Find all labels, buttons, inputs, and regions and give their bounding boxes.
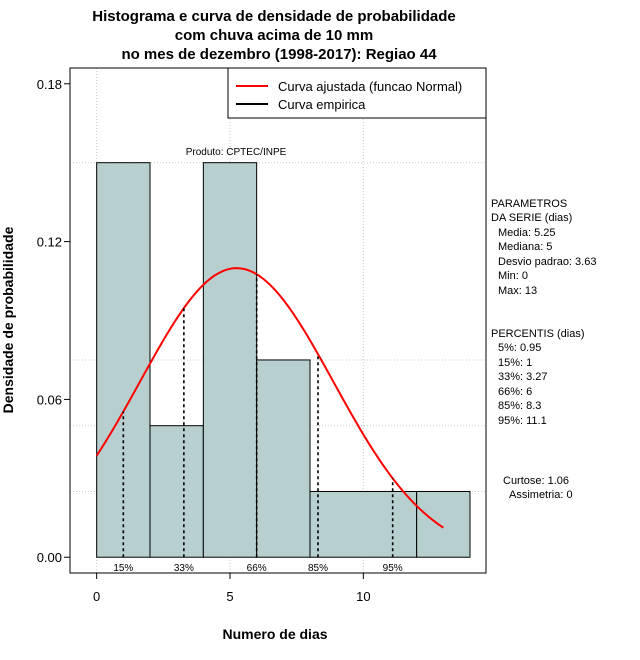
histogram-bar-1 (149, 425, 204, 558)
histogram-bar-3 (256, 359, 311, 558)
percentil-33: 33%: 3.27 (498, 371, 548, 383)
histogram-bar-5 (416, 490, 471, 558)
parameters-heading-1: PARAMETROS (491, 198, 567, 210)
histogram-bar-2 (202, 162, 258, 558)
statistics-panel: PARAMETROS DA SERIE (dias) Media: 5.25 M… (491, 198, 596, 501)
param-media: Media: 5.25 (498, 227, 555, 239)
title-line-3: no mes de dezembro (1998-2017): Regiao 4… (121, 46, 437, 63)
percentis-heading: PERCENTIS (dias) (491, 328, 585, 340)
percentile-label-2: 66% (247, 563, 267, 574)
param-mediana: Mediana: 5 (498, 241, 552, 253)
legend-label-empirical: Curva empirica (278, 97, 366, 112)
normal-curve (95, 267, 444, 529)
y-tick-label-0: 0.00 (37, 550, 62, 565)
product-annotation: Produto: CPTEC/INPE (186, 147, 287, 158)
param-desvio: Desvio padrao: 3.63 (498, 256, 596, 268)
y-axis: 0.00 0.06 0.12 0.18 (37, 77, 71, 565)
histogram-bar-0 (96, 162, 151, 558)
percentile-label-0: 15% (113, 563, 133, 574)
legend-box (227, 67, 487, 119)
x-axis: 0 5 10 (93, 572, 371, 604)
y-axis-title: Densidade de probabilidade (0, 226, 16, 413)
x-axis-title: Numero de dias (222, 626, 327, 642)
x-tick-label-2: 10 (356, 589, 370, 604)
x-tick-label-1: 5 (226, 589, 233, 604)
percentile-markers: 15% 33% 66% 85% 95% (113, 274, 403, 574)
histogram-bar-4 (309, 490, 418, 558)
y-tick-label-1: 0.06 (37, 392, 62, 407)
title-line-2: com chuva acima de 10 mm (175, 27, 373, 44)
param-max: Max: 13 (498, 285, 537, 297)
assimetria-value: Assimetria: 0 (509, 489, 573, 501)
chart-title: Histograma e curva de densidade de proba… (92, 8, 455, 63)
y-tick-label-2: 0.12 (37, 235, 62, 250)
percentil-66: 66%: 6 (498, 386, 532, 398)
percentile-label-4: 95% (383, 563, 403, 574)
percentil-85: 85%: 8.3 (498, 400, 541, 412)
parameters-heading-2: DA SERIE (dias) (491, 212, 572, 224)
x-tick-label-0: 0 (93, 589, 100, 604)
legend-label-normal: Curva ajustada (funcao Normal) (278, 79, 462, 94)
y-tick-label-3: 0.18 (37, 77, 62, 92)
histogram-bars (96, 162, 471, 558)
percentil-95: 95%: 11.1 (498, 415, 547, 427)
curtose-value: Curtose: 1.06 (503, 475, 569, 487)
percentile-label-1: 33% (174, 563, 194, 574)
normal-curve-layer (95, 267, 444, 529)
percentil-15: 15%: 1 (498, 357, 532, 369)
title-line-1: Histograma e curva de densidade de proba… (92, 8, 455, 25)
legend: Curva ajustada (funcao Normal) Curva emp… (227, 67, 487, 119)
percentile-label-3: 85% (308, 563, 328, 574)
percentil-5: 5%: 0.95 (498, 342, 541, 354)
param-min: Min: 0 (498, 270, 528, 282)
